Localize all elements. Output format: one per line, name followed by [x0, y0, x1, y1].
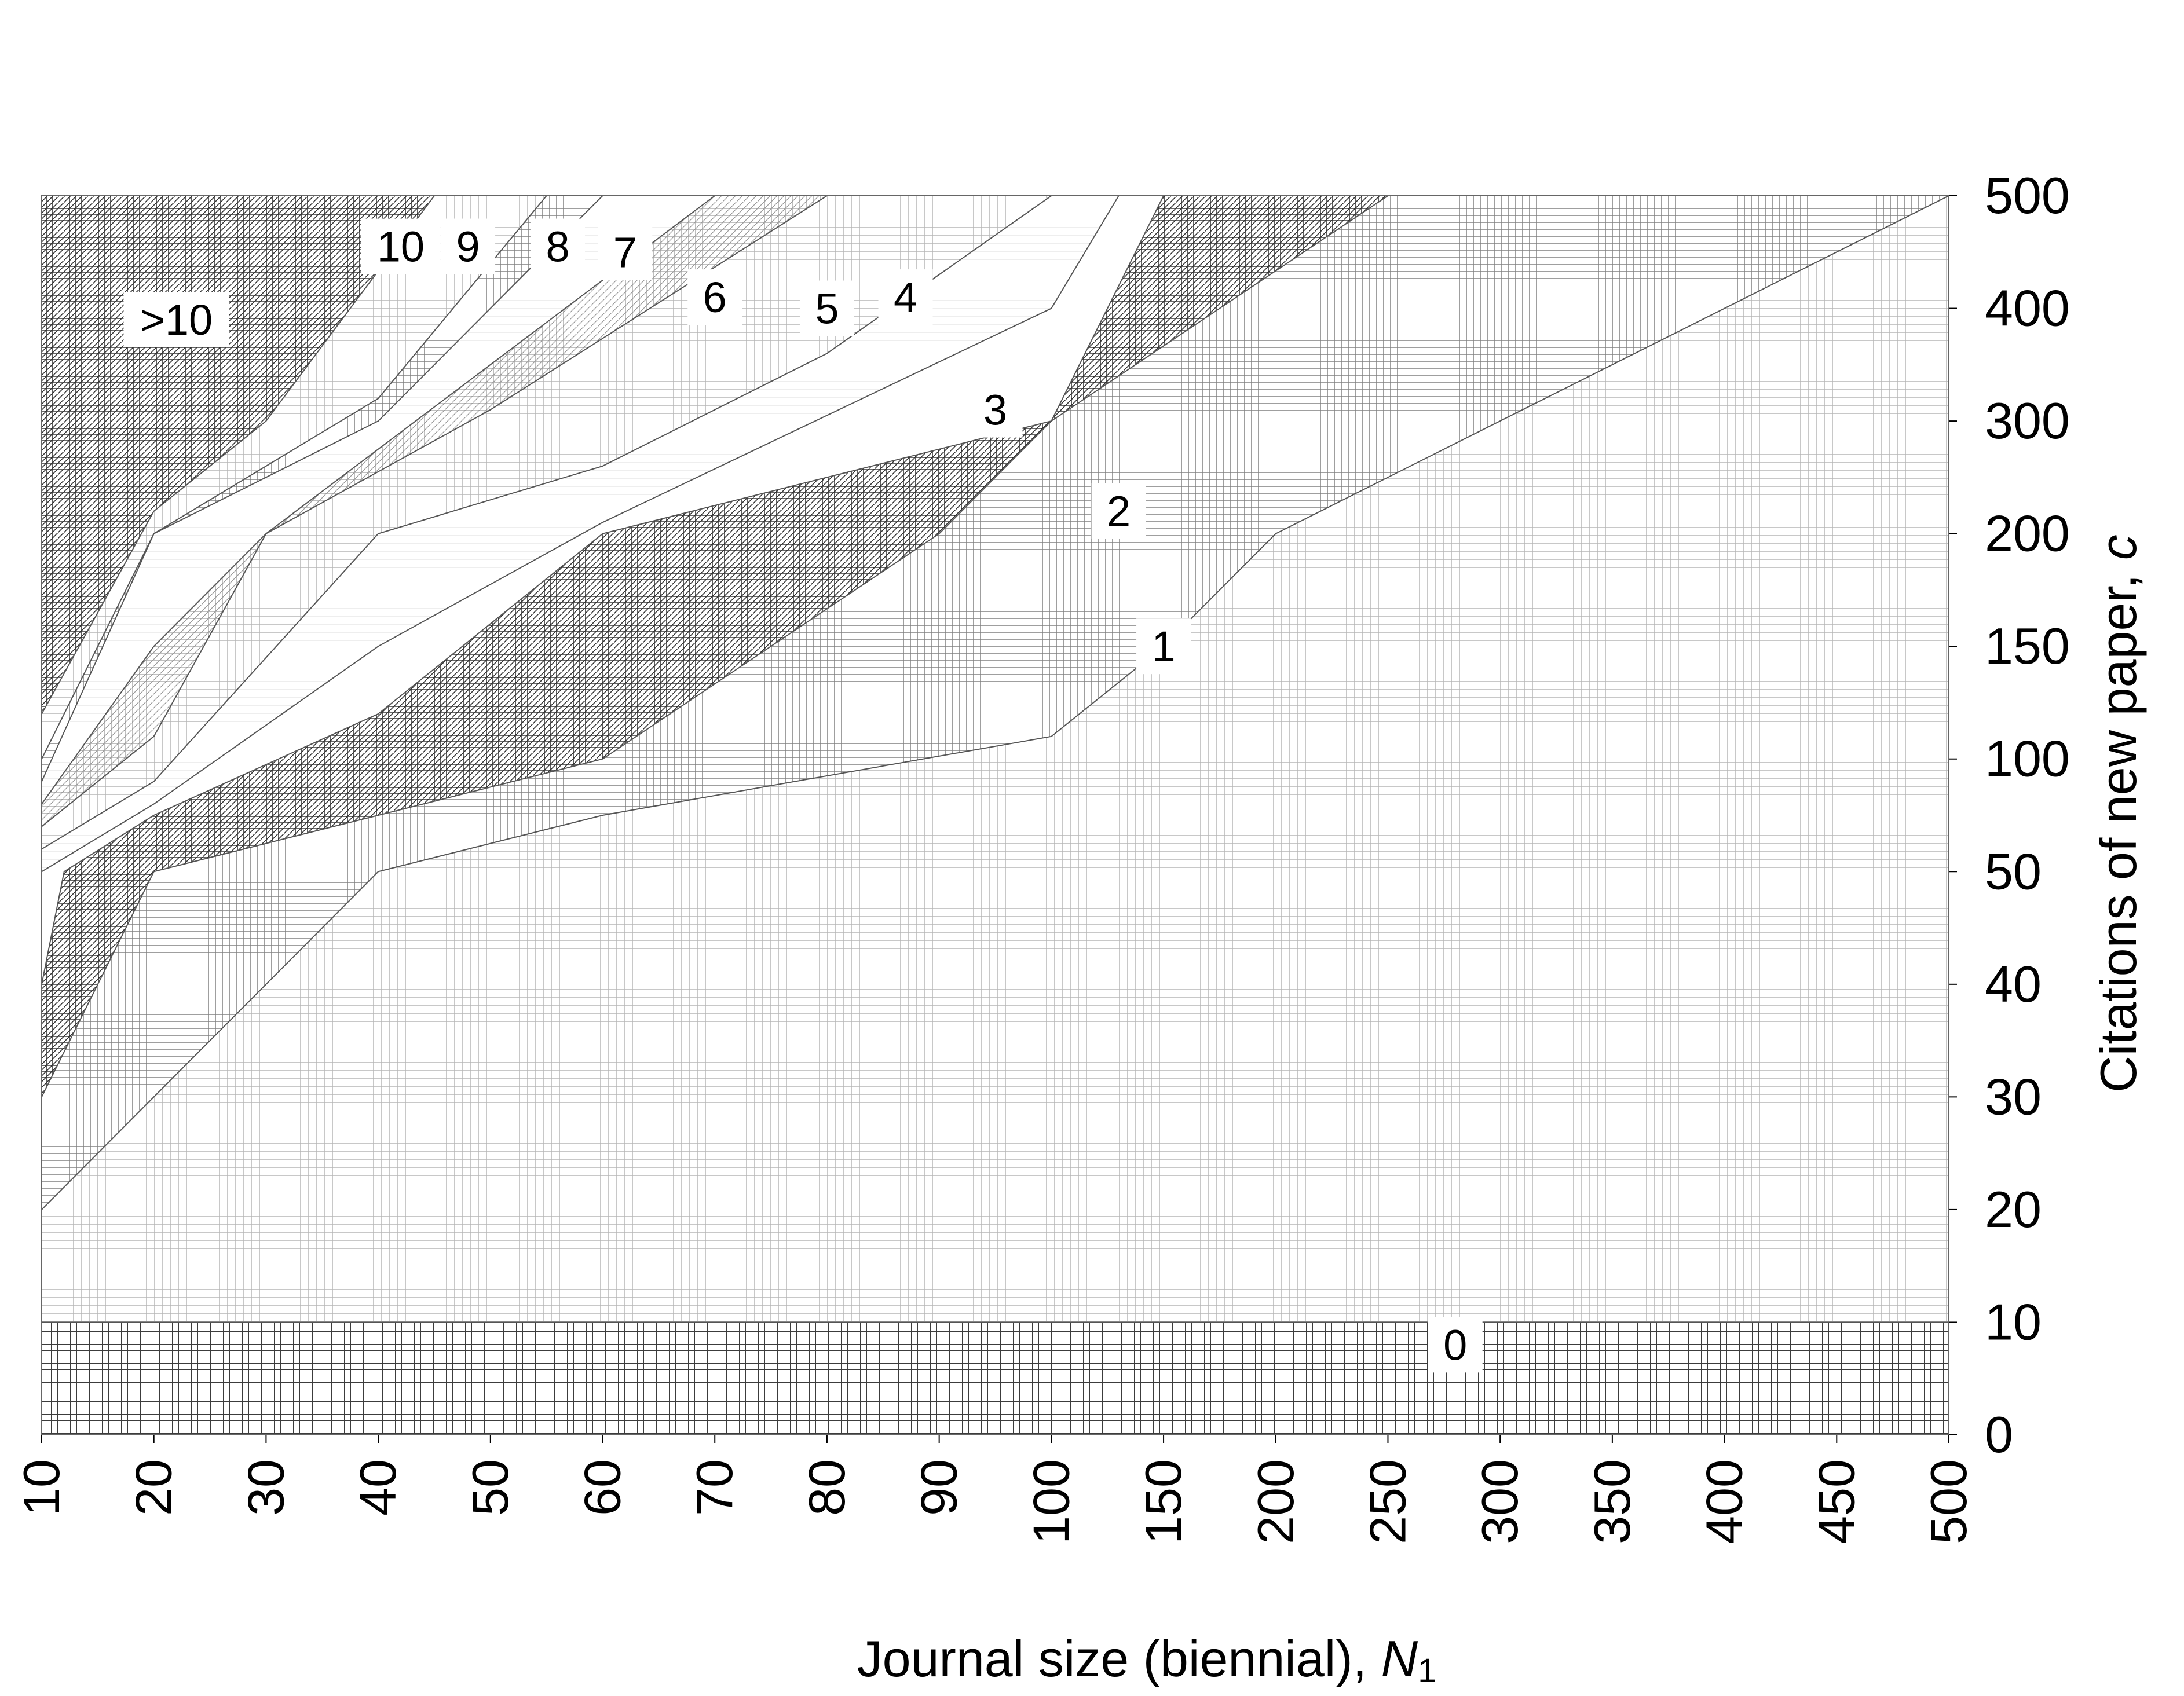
plot-area: [42, 196, 1949, 1435]
zone-label-box: [799, 280, 854, 336]
zone-label-text: >10: [140, 296, 213, 344]
x-tick-label: 350: [1583, 1459, 1641, 1544]
x-tick-label: 40: [349, 1459, 407, 1516]
zone-label-gt10: >10: [123, 292, 229, 347]
zone-label-2: 2: [1091, 483, 1146, 539]
y-axis-label-var: c: [2090, 534, 2147, 560]
x-tick-label: 450: [1808, 1459, 1865, 1544]
zone-area-5: [42, 196, 1949, 872]
zone-label-9: 9: [441, 218, 496, 274]
zone-label-text: 10: [377, 223, 425, 271]
y-tick-label: 20: [1985, 1181, 2042, 1238]
x-tick-label: 70: [686, 1459, 743, 1516]
x-tick-label: 500: [1920, 1459, 1977, 1544]
x-tick-label: 50: [462, 1459, 519, 1516]
x-tick-label: 200: [1247, 1459, 1304, 1544]
x-axis: 10 20 30 40 50 60 70 80 90 100 150 200 250 300 350 400 4…: [13, 1435, 1977, 1544]
zone-label-1: 1: [1136, 618, 1191, 675]
boundary-line-10-gt10: [42, 196, 435, 715]
y-tick-label: 150: [1985, 617, 2070, 675]
boundary-line-9-10: [42, 196, 547, 760]
x-tick-label: 30: [237, 1459, 294, 1516]
x-tick-label: 400: [1696, 1459, 1753, 1544]
boundary-lines: [42, 196, 1949, 1323]
zone-label-box: [360, 218, 441, 274]
boundary-line-4-5: [42, 196, 1120, 873]
zone-label-text: 5: [815, 285, 839, 333]
y-tick-label: 50: [1985, 842, 2042, 900]
zone-label-3: 3: [968, 382, 1023, 438]
zone-label-0: 0: [1428, 1317, 1483, 1373]
zone-area-4: [42, 196, 1949, 984]
zone-label-6: 6: [687, 269, 742, 325]
x-axis-label-sub: 1: [1418, 1652, 1436, 1690]
zone-area-7: [42, 196, 1949, 827]
zone-area-gt10: [42, 196, 1949, 714]
zone-label-box: [598, 224, 653, 280]
x-tick-label: 100: [1022, 1459, 1080, 1544]
y-axis: 0 10 20 30 40 50 100 150 200 300 400 500: [1949, 167, 2070, 1463]
y-axis-label-main: Citations of new paper,: [2090, 560, 2147, 1093]
zone-label-box: [1428, 1317, 1483, 1373]
zone-label-5: 5: [799, 280, 854, 336]
x-tick-label: 300: [1471, 1459, 1528, 1544]
zone-area-2: [42, 196, 1949, 1210]
zone-label-box: [123, 292, 229, 347]
y-tick-label: 400: [1985, 280, 2070, 337]
y-axis-label: Citations of new paper, c: [2090, 534, 2147, 1093]
zone-label-text: 3: [983, 386, 1007, 434]
x-axis-label: Journal size (biennial), N1: [857, 1630, 1437, 1690]
x-tick-label: 80: [798, 1459, 855, 1516]
zone-label-box: [878, 269, 933, 325]
zone-label-box: [441, 218, 496, 274]
zone-label-text: 9: [456, 223, 480, 271]
y-tick-label: 0: [1985, 1406, 2013, 1463]
zone-label-7: 7: [598, 224, 653, 280]
zone-label-text: 2: [1107, 488, 1131, 536]
zone-label-10: 10: [360, 218, 441, 274]
plot-frame: [41, 195, 1949, 1435]
y-tick-label: 100: [1985, 730, 2070, 787]
zone-label-box: [687, 269, 742, 325]
zone-label-text: 1: [1151, 622, 1175, 671]
y-tick-label: 30: [1985, 1068, 2042, 1125]
x-tick-label: 10: [13, 1459, 70, 1516]
y-tick-label: 300: [1985, 392, 2070, 449]
zone-label-text: 6: [703, 273, 727, 321]
x-axis-label-var: N: [1381, 1630, 1418, 1687]
boundary-line-7-8: [42, 196, 715, 805]
y-tick-label: 200: [1985, 505, 2070, 562]
y-tick-label: 500: [1985, 167, 2070, 224]
zone-label-box: [1136, 618, 1191, 675]
zone-label-8: 8: [531, 218, 586, 274]
x-axis-label-main: Journal size (biennial),: [857, 1630, 1381, 1687]
x-tick-label: 250: [1359, 1459, 1416, 1544]
boundary-line-5-6: [42, 196, 1052, 850]
zone-label-box: [968, 382, 1023, 438]
y-tick-label: 10: [1985, 1293, 2042, 1350]
y-tick-label: 40: [1985, 955, 2042, 1013]
x-tick-label: 60: [574, 1459, 631, 1516]
zone-area-0: [42, 1322, 1949, 1435]
zone-label-box: [1091, 483, 1146, 539]
zone-label-text: 0: [1443, 1321, 1467, 1369]
x-tick-label: 90: [910, 1459, 968, 1516]
boundary-line-1-2: [42, 196, 1949, 1210]
zone-label-4: 4: [878, 269, 933, 325]
zone-label-box: [531, 218, 586, 274]
zone-area-1: [42, 196, 1949, 1323]
x-tick-label: 20: [125, 1459, 182, 1516]
zone-labels: 0 1 2 3 4 5 6 78 9 10 >10: [123, 218, 1483, 1373]
x-tick-label: 150: [1135, 1459, 1192, 1544]
boundary-line-8-9: [42, 196, 603, 782]
zone-label-text: 7: [613, 228, 637, 276]
zone-label-text: 4: [894, 273, 917, 321]
zone-label-text: 8: [546, 223, 569, 271]
